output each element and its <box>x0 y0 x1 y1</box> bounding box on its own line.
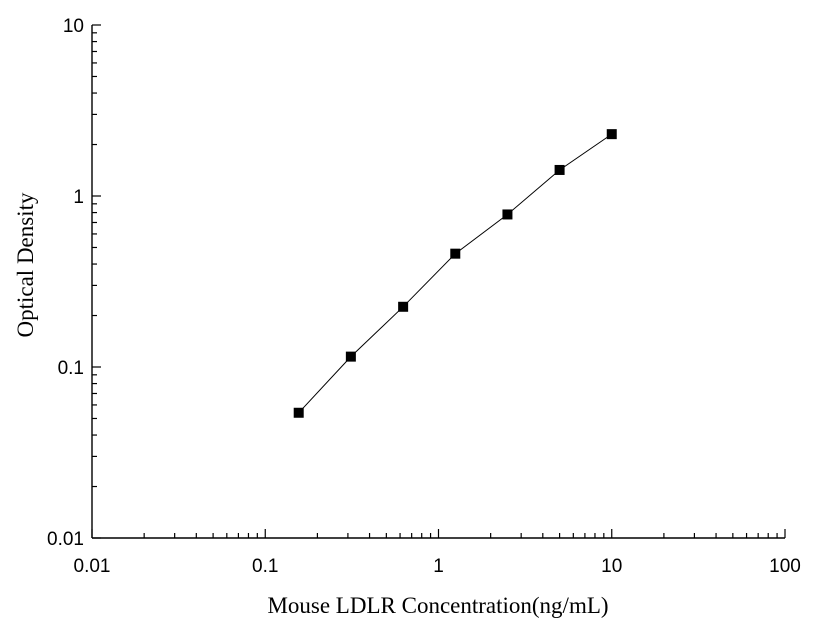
x-tick-label: 10 <box>601 556 622 577</box>
x-tick-label: 100 <box>769 556 801 577</box>
data-point-marker <box>606 129 617 140</box>
data-point-marker <box>502 209 513 220</box>
y-axis-title: Optical Density <box>13 192 38 337</box>
y-tick-label: 0.01 <box>47 529 84 550</box>
y-tick-label: 0.1 <box>58 358 84 379</box>
x-tick-label: 1 <box>433 556 444 577</box>
data-point-marker <box>398 301 409 312</box>
x-tick-label: 0.01 <box>74 556 111 577</box>
x-axis-title: Mouse LDLR Concentration(ng/mL) <box>267 593 608 618</box>
axes: 0.01 0.1 1 10 0.01 0.1 1 10 100 <box>47 16 801 577</box>
data-point-marker <box>293 407 304 418</box>
data-point-marker <box>450 248 461 259</box>
y-tick-label: 1 <box>73 187 84 208</box>
y-tick-label: 10 <box>63 16 84 37</box>
series-group <box>293 129 617 418</box>
data-point-marker <box>554 164 565 175</box>
x-tick-label: 0.1 <box>252 556 278 577</box>
data-point-marker <box>345 351 356 362</box>
